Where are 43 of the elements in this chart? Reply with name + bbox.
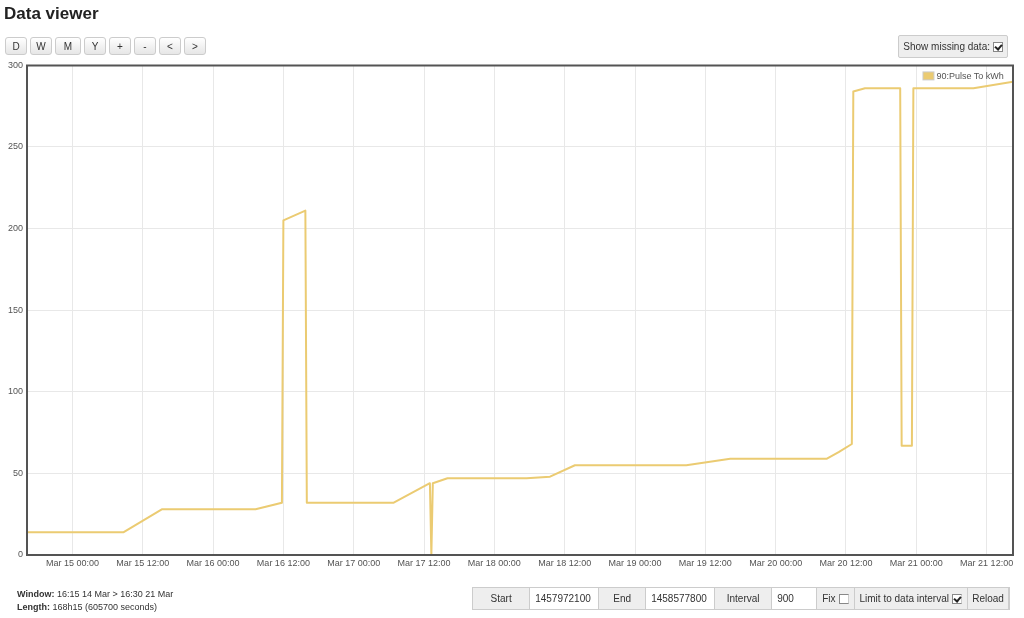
y-tick-label: 50 bbox=[12, 467, 23, 478]
text: < bbox=[159, 37, 181, 55]
y-tick-label: 250 bbox=[7, 141, 23, 152]
text: + bbox=[109, 37, 131, 55]
text: Start bbox=[490, 593, 512, 604]
text: M bbox=[55, 37, 81, 55]
x-tick-label: Mar 21 12:00 bbox=[960, 557, 1014, 568]
text: Limit to data interval bbox=[859, 593, 949, 604]
x-tick-label: Mar 19 00:00 bbox=[608, 557, 662, 568]
y-tick-label: 300 bbox=[7, 59, 23, 70]
y-tick-label: 200 bbox=[7, 223, 23, 234]
x-tick-label: Mar 17 12:00 bbox=[397, 557, 451, 568]
y-tick-label: 100 bbox=[7, 386, 23, 397]
x-tick-label: Mar 17 00:00 bbox=[327, 557, 381, 568]
text: Length: 168h15 (605700 seconds) bbox=[17, 601, 159, 614]
text: Window: 16:15 14 Mar > 16:30 21 Mar bbox=[17, 588, 174, 601]
text: End bbox=[613, 593, 632, 604]
text: Fix bbox=[822, 593, 836, 604]
y-tick-label: 150 bbox=[7, 304, 23, 315]
text: D bbox=[5, 37, 27, 55]
x-tick-label: Mar 15 00:00 bbox=[45, 557, 99, 568]
text: - bbox=[134, 37, 156, 55]
chart-title: Data viewer bbox=[4, 4, 99, 24]
x-tick-label: Mar 18 12:00 bbox=[538, 557, 592, 568]
text: 900 bbox=[777, 593, 794, 604]
text: Show missing data: bbox=[903, 40, 990, 54]
text: Y bbox=[84, 37, 106, 55]
x-tick-label: Mar 19 12:00 bbox=[678, 557, 732, 568]
x-tick-label: Mar 18 00:00 bbox=[467, 557, 521, 568]
text: 1458577800 bbox=[651, 593, 707, 604]
x-tick-label: Mar 16 00:00 bbox=[186, 557, 240, 568]
y-tick-label: 0 bbox=[17, 549, 23, 560]
legend-label: 90:Pulse To kWh bbox=[936, 70, 1004, 81]
text: > bbox=[184, 37, 206, 55]
text: W bbox=[30, 37, 52, 55]
text: Interval bbox=[726, 593, 760, 604]
x-tick-label: Mar 16 12:00 bbox=[256, 557, 310, 568]
x-tick-label: Mar 20 00:00 bbox=[749, 557, 803, 568]
x-tick-label: Mar 21 00:00 bbox=[889, 557, 943, 568]
x-tick-label: Mar 20 12:00 bbox=[819, 557, 873, 568]
text: Reload bbox=[972, 593, 1004, 604]
x-tick-label: Mar 15 12:00 bbox=[116, 557, 170, 568]
text: 1457972100 bbox=[535, 593, 591, 604]
